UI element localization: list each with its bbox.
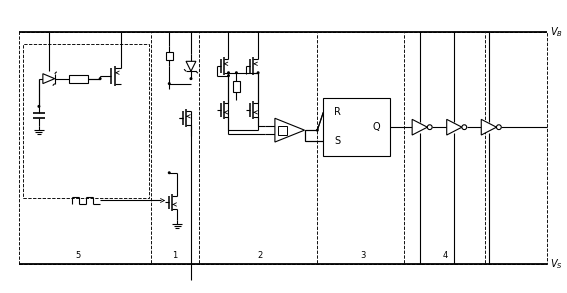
Polygon shape — [481, 119, 497, 135]
Circle shape — [37, 105, 40, 108]
Circle shape — [428, 125, 432, 130]
Circle shape — [462, 125, 467, 130]
Polygon shape — [275, 118, 304, 142]
Bar — [19, 32, 547, 264]
Circle shape — [497, 125, 501, 130]
Circle shape — [189, 77, 192, 80]
Text: 3: 3 — [360, 251, 366, 260]
Bar — [69, 75, 88, 83]
Text: 5: 5 — [76, 251, 81, 260]
Polygon shape — [186, 61, 196, 71]
Text: 1: 1 — [172, 251, 178, 260]
Text: Q: Q — [373, 122, 380, 132]
Circle shape — [227, 74, 230, 77]
Circle shape — [168, 82, 171, 85]
Text: $V_S$: $V_S$ — [551, 257, 563, 271]
Polygon shape — [43, 74, 54, 84]
Bar — [278, 126, 287, 134]
Text: $V_B$: $V_B$ — [551, 25, 563, 39]
Text: 4: 4 — [443, 251, 448, 260]
Text: R: R — [333, 107, 341, 117]
Polygon shape — [447, 119, 462, 135]
Circle shape — [99, 77, 101, 80]
Text: S: S — [334, 136, 340, 146]
Circle shape — [235, 71, 238, 74]
Bar — [323, 98, 391, 156]
Circle shape — [316, 129, 319, 132]
Circle shape — [257, 71, 260, 74]
Circle shape — [168, 171, 171, 174]
Text: 2: 2 — [257, 251, 263, 260]
Polygon shape — [412, 119, 428, 135]
Bar — [166, 52, 173, 60]
Bar — [233, 81, 240, 92]
Circle shape — [227, 71, 230, 74]
Bar — [23, 44, 149, 197]
